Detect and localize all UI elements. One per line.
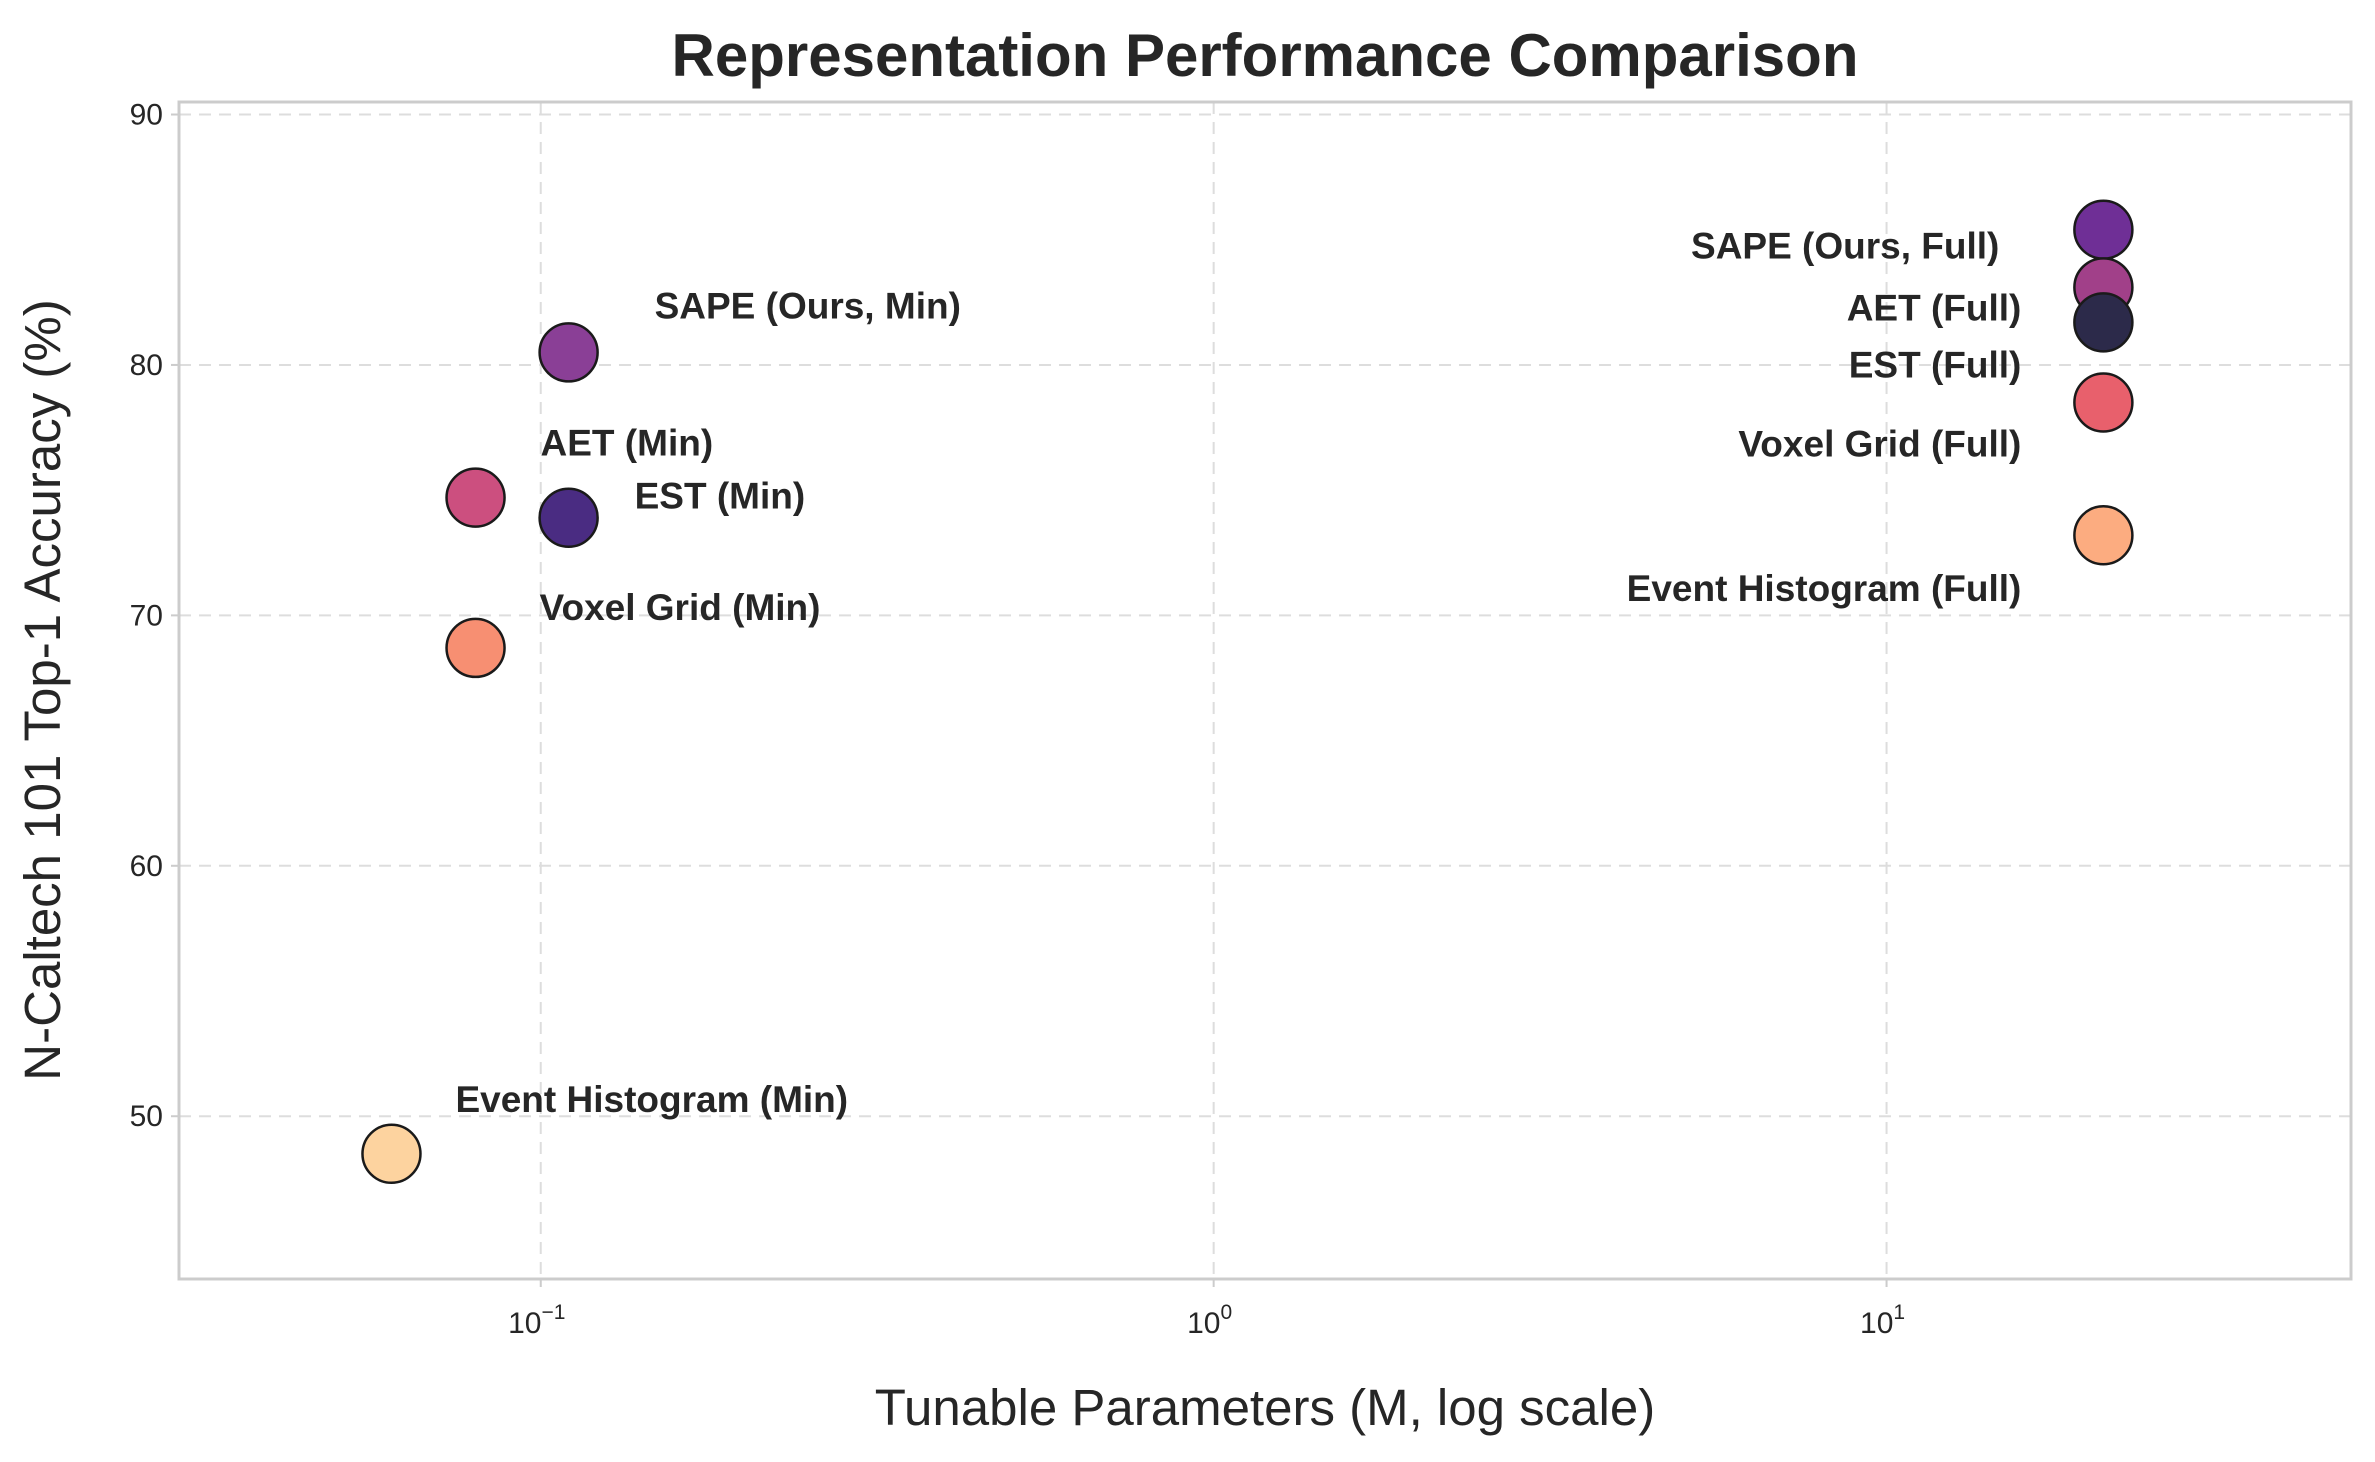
- x-tick-label: 100: [1187, 1301, 1232, 1340]
- scatter-point: [2073, 199, 2134, 260]
- scatter-point: [2073, 504, 2134, 566]
- plot-frame: [177, 100, 2353, 1281]
- scatter-point: [445, 467, 506, 528]
- point-label: SAPE (Ours, Full): [1691, 226, 1999, 267]
- x-tick-exponent: 1: [1893, 1301, 1905, 1324]
- x-tick-base: 10: [1187, 1307, 1220, 1340]
- x-tick-exponent: 0: [1221, 1301, 1233, 1324]
- point-label: Event Histogram (Min): [455, 1079, 848, 1120]
- point-label: SAPE (Ours, Min): [655, 285, 961, 326]
- y-tick-label: 60: [130, 850, 163, 883]
- x-tick-label: 101: [1860, 1301, 1905, 1340]
- x-tick-label: 10−1: [508, 1301, 565, 1340]
- grid-layer: [179, 102, 2351, 1279]
- point-label: EST (Min): [635, 476, 806, 517]
- scatter-point: [538, 487, 599, 548]
- scatter-point: [361, 1123, 422, 1185]
- point-label: AET (Full): [1847, 287, 2022, 328]
- y-tick-label: 50: [130, 1100, 163, 1133]
- x-tick-base: 10: [508, 1307, 541, 1340]
- label-layer: SAPE (Ours, Min) AET (Min) EST (Min) Voxel …: [455, 226, 2021, 1120]
- point-label: Event Histogram (Full): [1627, 568, 2022, 609]
- y-axis-label: N-Caltech 101 Top-1 Accuracy (%): [14, 299, 71, 1080]
- y-tick-label: 80: [130, 349, 163, 382]
- x-tick-exponent: −1: [541, 1301, 565, 1324]
- scatter-point: [445, 617, 506, 679]
- point-label: Voxel Grid (Full): [1738, 424, 2021, 465]
- x-axis-label: Tunable Parameters (M, log scale): [875, 1379, 1655, 1436]
- y-tick-label: 70: [130, 599, 163, 632]
- y-tick-label: 90: [130, 99, 163, 132]
- x-tick-base: 10: [1860, 1307, 1893, 1340]
- chart-title: Representation Performance Comparison: [672, 22, 1859, 89]
- scatter-point: [2073, 372, 2134, 433]
- point-label: EST (Full): [1849, 344, 2022, 385]
- scatter-point: [2073, 292, 2134, 353]
- point-layer: [361, 199, 2134, 1185]
- point-label: AET (Min): [541, 423, 714, 464]
- point-label: Voxel Grid (Min): [540, 587, 821, 628]
- scatter-point: [538, 322, 599, 383]
